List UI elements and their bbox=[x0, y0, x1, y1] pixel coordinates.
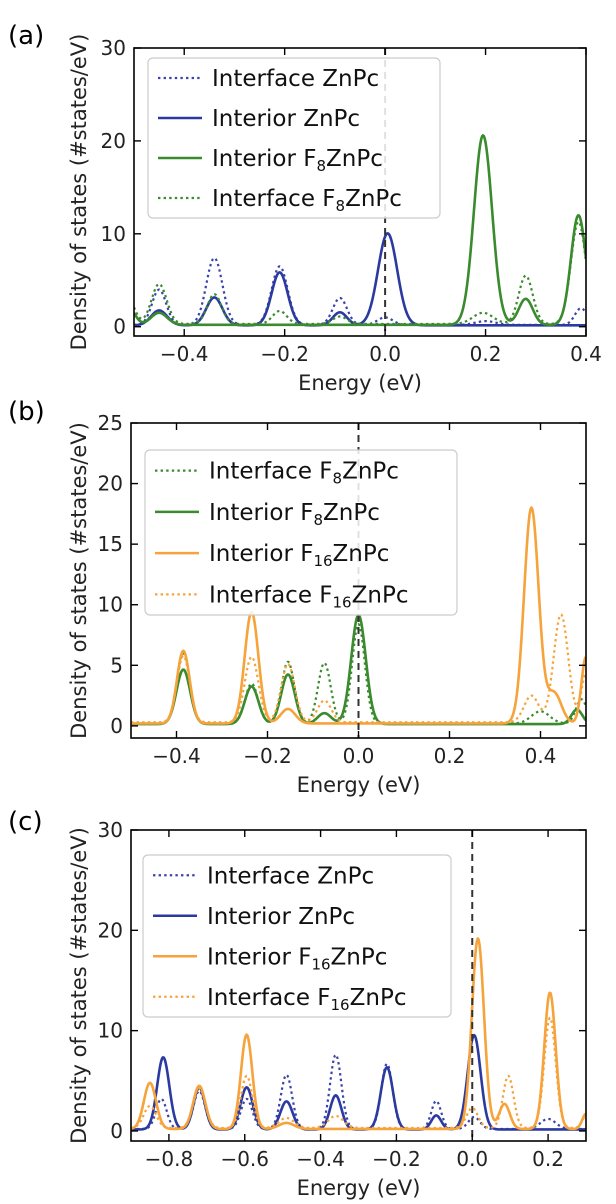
y-tick-label: 5 bbox=[110, 653, 123, 677]
x-tick-label: −0.2 bbox=[372, 1147, 421, 1171]
x-tick-label: −0.2 bbox=[260, 342, 309, 366]
plot-frame bbox=[130, 829, 587, 1142]
y-tick-label: 10 bbox=[98, 1019, 123, 1043]
x-tick-label: 0.0 bbox=[343, 744, 375, 768]
panel-label: (a) bbox=[8, 21, 44, 51]
x-tick-label: 0.2 bbox=[470, 342, 502, 366]
x-tick-label: 0.2 bbox=[434, 744, 466, 768]
y-axis-label: Density of states (#states/eV) bbox=[67, 422, 91, 739]
x-axis-label: Energy (eV) bbox=[297, 773, 421, 797]
x-tick-label: −0.2 bbox=[243, 744, 292, 768]
legend-entry: Interior F16ZnPc bbox=[209, 541, 389, 570]
x-tick-label: −0.4 bbox=[296, 1147, 345, 1171]
panel-b: (b) Interface F8ZnPc Interior F8ZnPc Interi… bbox=[8, 397, 587, 797]
x-tick-label: −0.4 bbox=[152, 744, 201, 768]
y-axis-label: Density of states (#states/eV) bbox=[67, 827, 91, 1144]
x-tick-label: 0.4 bbox=[570, 342, 602, 366]
x-tick-label: 0.4 bbox=[525, 744, 557, 768]
y-tick-label: 0 bbox=[110, 1119, 123, 1143]
y-tick-label: 20 bbox=[98, 918, 123, 942]
x-tick-label: −0.8 bbox=[145, 1147, 194, 1171]
y-tick-label: 15 bbox=[98, 532, 123, 556]
panel-a: (a) Interface ZnPc Interior ZnPc Interior F… bbox=[8, 21, 602, 395]
y-tick-label: 30 bbox=[101, 36, 126, 60]
legend-entry: Interface F16ZnPc bbox=[207, 985, 406, 1014]
legend-frame bbox=[147, 57, 441, 219]
legend-entry: Interface F8ZnPc bbox=[209, 459, 399, 488]
y-tick-label: 25 bbox=[98, 411, 123, 435]
panel-label: (c) bbox=[8, 807, 43, 837]
x-axis-label: Energy (eV) bbox=[298, 371, 422, 395]
x-tick-label: 0.0 bbox=[369, 342, 401, 366]
y-tick-label: 0 bbox=[110, 714, 123, 738]
legend-entry: Interior ZnPc bbox=[212, 106, 360, 132]
legend-frame bbox=[142, 854, 452, 1018]
series-line-interface-znpc bbox=[131, 1053, 586, 1131]
series-group bbox=[131, 937, 586, 1131]
series-group bbox=[134, 134, 586, 327]
legend-entry: Interior ZnPc bbox=[207, 904, 355, 930]
legend-entry: Interface F16ZnPc bbox=[209, 582, 408, 611]
series-line-interface-f16znpc bbox=[131, 1016, 586, 1130]
panel-c: (c) Interface ZnPc Interior ZnPc Interior F… bbox=[8, 807, 587, 1200]
legend-entry: Interface ZnPc bbox=[212, 66, 379, 92]
y-tick-label: 10 bbox=[98, 593, 123, 617]
y-tick-label: 20 bbox=[98, 472, 123, 496]
y-tick-label: 0 bbox=[113, 315, 126, 339]
x-axis-label: Energy (eV) bbox=[297, 1176, 421, 1200]
y-tick-label: 20 bbox=[101, 129, 126, 153]
plot-frame bbox=[133, 47, 587, 337]
x-tick-label: −0.6 bbox=[220, 1147, 269, 1171]
x-tick-label: −0.4 bbox=[160, 342, 209, 366]
legend-entry: Interior F8ZnPc bbox=[212, 146, 383, 175]
x-tick-label: 0.2 bbox=[532, 1147, 564, 1171]
x-tick-label: 0.0 bbox=[456, 1147, 488, 1171]
legend: Interface F8ZnPc Interior F8ZnPc Interior … bbox=[144, 449, 458, 616]
legend-entry: Interface ZnPc bbox=[207, 863, 374, 889]
legend-frame bbox=[144, 449, 458, 616]
legend-entry: Interior F8ZnPc bbox=[209, 500, 380, 529]
panel-label: (b) bbox=[8, 397, 45, 427]
legend-entry: Interior F16ZnPc bbox=[207, 944, 387, 973]
legend-entry: Interface F8ZnPc bbox=[212, 186, 402, 215]
y-tick-label: 10 bbox=[101, 222, 126, 246]
series-line-interface-f8znpc bbox=[134, 220, 586, 326]
legend: Interface ZnPc Interior ZnPc Interior F16Z… bbox=[142, 854, 452, 1018]
y-axis-label: Density of states (#states/eV) bbox=[67, 34, 91, 351]
y-tick-label: 30 bbox=[98, 818, 123, 842]
legend: Interface ZnPc Interior ZnPc Interior F8Zn… bbox=[147, 57, 441, 219]
